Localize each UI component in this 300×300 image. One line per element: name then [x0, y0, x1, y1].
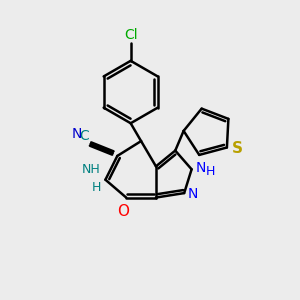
Text: N: N	[71, 127, 82, 141]
Text: O: O	[117, 204, 129, 219]
Text: NH: NH	[82, 163, 101, 176]
Text: H: H	[92, 181, 101, 194]
Text: N: N	[187, 187, 197, 201]
Text: C: C	[79, 130, 89, 143]
Text: H: H	[205, 165, 215, 178]
Text: S: S	[232, 142, 243, 157]
Text: Cl: Cl	[124, 28, 137, 41]
Text: N: N	[196, 161, 206, 175]
